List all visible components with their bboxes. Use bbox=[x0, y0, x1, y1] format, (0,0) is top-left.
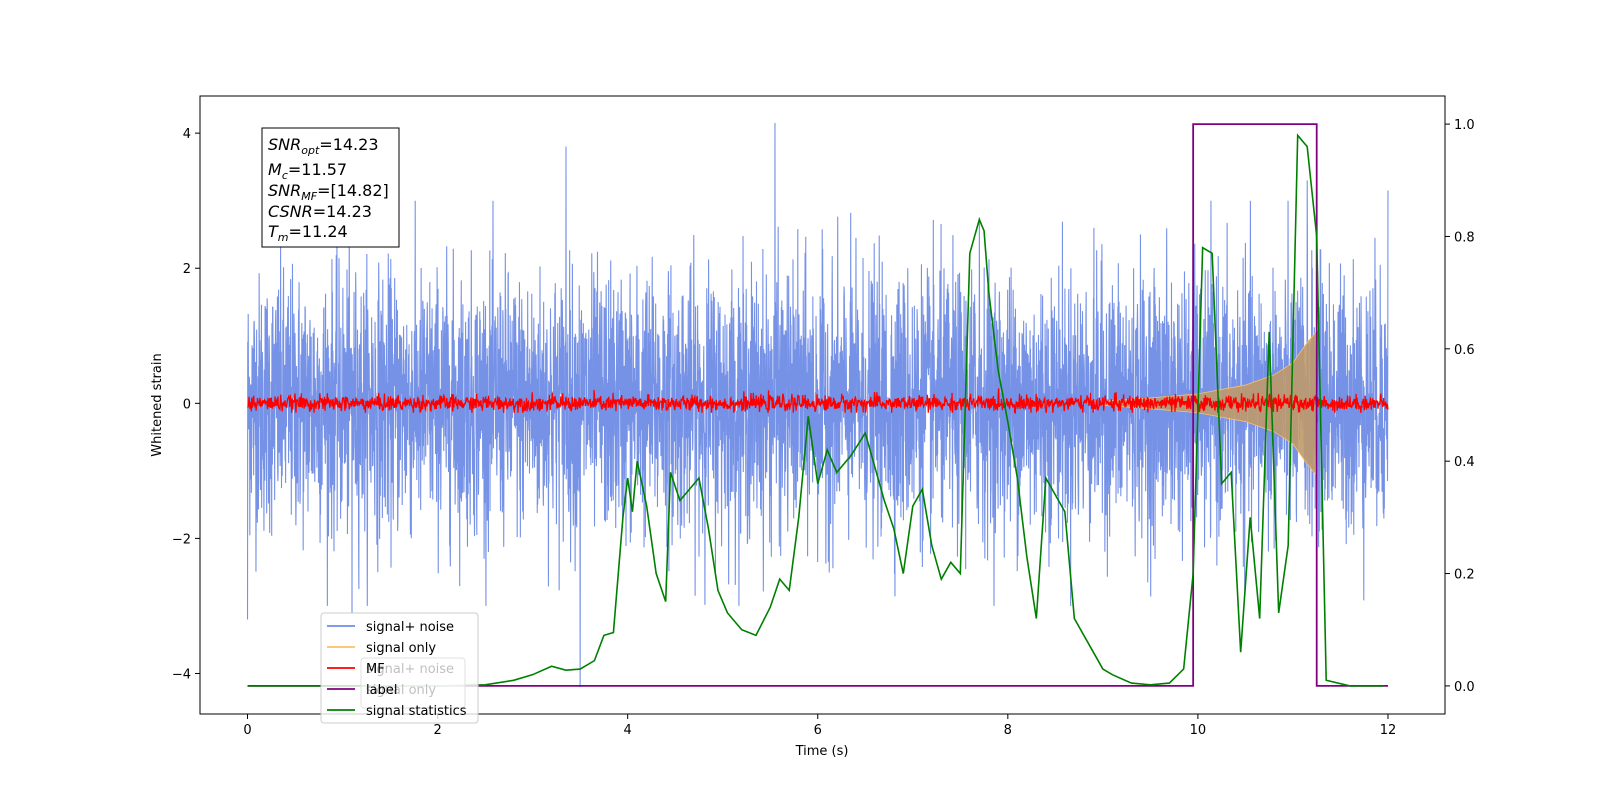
y-tick-label: −4 bbox=[172, 667, 191, 682]
y2-tick-label: 0.8 bbox=[1454, 230, 1475, 245]
legend-label: signal only bbox=[366, 641, 436, 656]
annotation-chirp-mass: Mc=11.57 bbox=[268, 160, 347, 182]
y-axis-label: Whitened strain bbox=[150, 353, 165, 456]
x-tick-label: 0 bbox=[243, 723, 251, 738]
x-tick-label: 2 bbox=[433, 723, 441, 738]
y2-tick-label: 1.0 bbox=[1454, 118, 1475, 133]
x-tick-label: 12 bbox=[1380, 723, 1397, 738]
legend-label: label bbox=[366, 683, 397, 698]
ghost-legend-frame bbox=[360, 657, 466, 709]
annotation-csnr: CSNR=14.23 bbox=[268, 202, 372, 221]
y2-tick-label: 0.0 bbox=[1454, 680, 1475, 695]
legend-label: signal+ noise bbox=[366, 620, 454, 635]
y-tick-label: 4 bbox=[183, 127, 191, 142]
plot-frame bbox=[199, 95, 1446, 715]
legend-label: MF bbox=[366, 662, 385, 677]
x-tick-label: 8 bbox=[1004, 723, 1012, 738]
x-tick-label: 10 bbox=[1190, 723, 1207, 738]
series-line bbox=[247, 123, 1388, 687]
ghost-legend-label: signal+ noise bbox=[366, 662, 454, 677]
series-label bbox=[247, 123, 1388, 687]
axes: 0 2 4 6 8 10 12 −4 −2 0 2 4 0.0 0.2 0.4 0.6 0.8 1.0 bbox=[172, 118, 1475, 738]
legend-label: signal statistics bbox=[366, 704, 467, 719]
y2-tick-label: 0.2 bbox=[1454, 568, 1475, 583]
annotation-frame bbox=[261, 127, 400, 248]
ghost-legend-label: signal only bbox=[366, 683, 436, 698]
x-tick-label: 4 bbox=[624, 723, 632, 738]
series-line bbox=[247, 133, 1384, 687]
y2-tick-label: 0.6 bbox=[1454, 343, 1475, 358]
x-tick-label: 6 bbox=[814, 723, 822, 738]
annotation-snr-opt: SNRopt=14.23 bbox=[268, 135, 379, 157]
y2-tick-label: 0.4 bbox=[1454, 455, 1475, 470]
series-signal-statistics bbox=[247, 133, 1384, 687]
plot-area bbox=[246, 123, 1389, 687]
y-tick-label: 2 bbox=[183, 262, 191, 277]
y-tick-label: 0 bbox=[183, 397, 191, 412]
legend: signal+ noise signal only signal+ noise sig… bbox=[320, 612, 479, 724]
annotation-merger-time: Tm=11.24 bbox=[268, 222, 348, 244]
y-tick-label: −2 bbox=[172, 532, 191, 547]
x-axis-label: Time (s) bbox=[795, 744, 849, 759]
annotation-box: SNRopt=14.23 Mc=11.57 SNRMF=[14.82] CSNR… bbox=[261, 127, 400, 248]
annotation-snr-mf: SNRMF=[14.82] bbox=[268, 181, 389, 203]
